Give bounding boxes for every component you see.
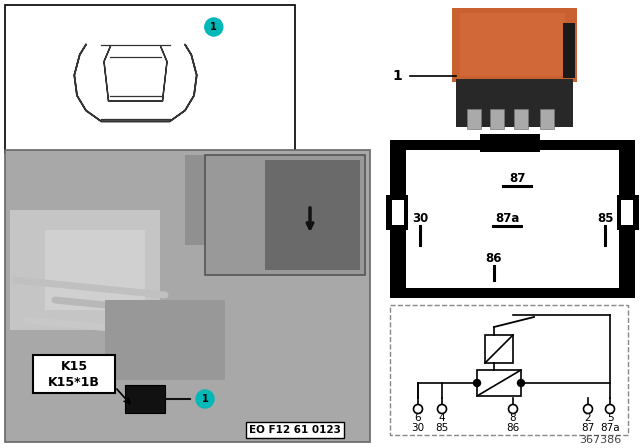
- Bar: [617, 195, 639, 230]
- Text: 86: 86: [486, 251, 502, 264]
- Bar: [390, 305, 628, 435]
- Bar: [265, 160, 360, 270]
- Text: 87a: 87a: [495, 211, 519, 224]
- Bar: [390, 140, 635, 298]
- Text: 87a: 87a: [600, 423, 620, 433]
- Bar: [485, 335, 513, 363]
- Circle shape: [413, 405, 422, 414]
- Circle shape: [474, 379, 481, 387]
- Bar: [477, 370, 521, 396]
- Text: K15: K15: [60, 361, 88, 374]
- Text: 6: 6: [415, 413, 421, 423]
- Text: 85: 85: [435, 423, 449, 433]
- Circle shape: [605, 405, 614, 414]
- Circle shape: [584, 405, 593, 414]
- Bar: [514, 109, 528, 129]
- Circle shape: [205, 18, 223, 36]
- Text: 30: 30: [412, 211, 428, 224]
- Bar: [490, 109, 504, 129]
- Text: K15*1B: K15*1B: [48, 375, 100, 388]
- Bar: [392, 200, 404, 225]
- Text: 8: 8: [509, 413, 516, 423]
- Circle shape: [518, 379, 525, 387]
- Bar: [205, 155, 365, 275]
- Bar: [460, 13, 565, 76]
- Bar: [456, 79, 573, 127]
- Bar: [540, 109, 554, 129]
- Bar: [467, 109, 481, 129]
- Bar: [5, 150, 370, 442]
- Bar: [621, 200, 633, 225]
- Text: 30: 30: [412, 423, 424, 433]
- Text: 87: 87: [509, 172, 525, 185]
- Bar: [386, 195, 408, 230]
- Text: 5: 5: [607, 413, 613, 423]
- Bar: [6, 151, 369, 441]
- Text: 85: 85: [596, 211, 613, 224]
- Text: 1: 1: [211, 22, 217, 32]
- Bar: [5, 5, 295, 153]
- Text: 1: 1: [392, 69, 402, 83]
- Text: 1: 1: [202, 394, 209, 404]
- Text: 86: 86: [506, 423, 520, 433]
- Bar: [125, 385, 165, 413]
- Text: 367386: 367386: [579, 435, 621, 445]
- Bar: [10, 210, 160, 330]
- Circle shape: [196, 390, 214, 408]
- Bar: [185, 155, 365, 245]
- Bar: [105, 300, 225, 380]
- Bar: [480, 134, 540, 152]
- Bar: [406, 150, 619, 288]
- Text: 4: 4: [438, 413, 445, 423]
- Circle shape: [438, 405, 447, 414]
- Text: 87: 87: [581, 423, 595, 433]
- Text: 2: 2: [585, 413, 591, 423]
- Bar: [33, 355, 115, 393]
- Bar: [45, 230, 145, 310]
- Bar: [563, 23, 575, 78]
- Circle shape: [509, 405, 518, 414]
- Bar: [452, 8, 577, 82]
- Text: EO F12 61 0123: EO F12 61 0123: [249, 425, 341, 435]
